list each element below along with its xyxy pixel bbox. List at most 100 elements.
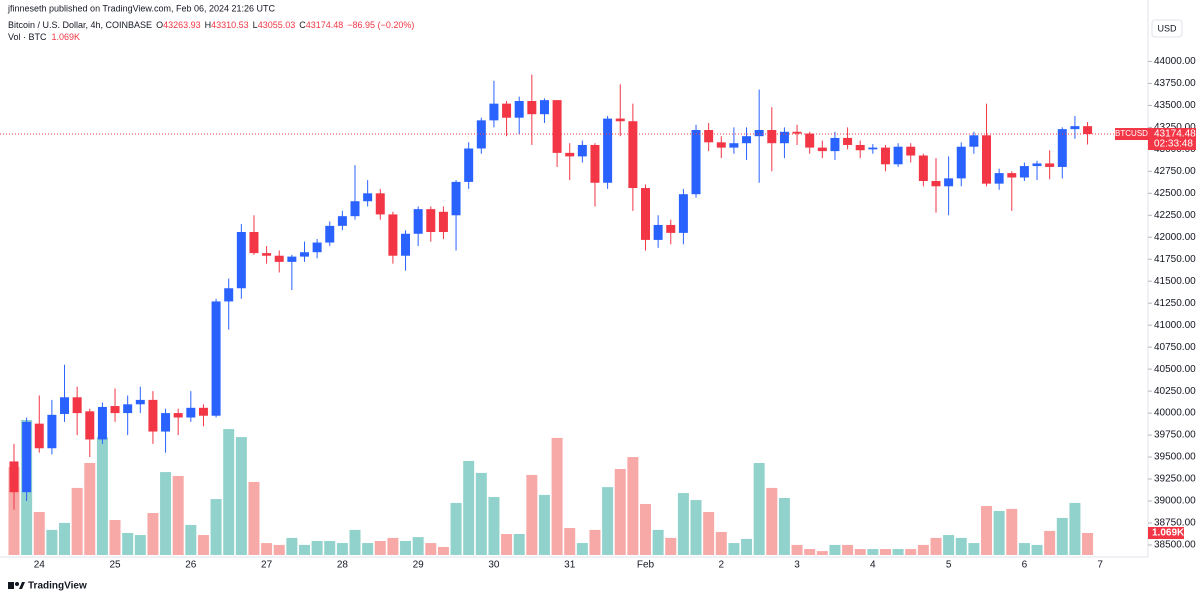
y-tick-label: 38500.00 xyxy=(1154,540,1196,551)
candle-body xyxy=(1007,173,1017,178)
y-tick-label: 41500.00 xyxy=(1154,276,1196,287)
volume-bar xyxy=(1082,533,1094,555)
volume-bar xyxy=(905,549,917,555)
y-tick-label: 43250.00 xyxy=(1154,122,1196,133)
volume-bar xyxy=(665,537,677,555)
candle-body xyxy=(438,211,448,232)
volume-bar xyxy=(627,457,639,555)
low-prefix: L xyxy=(253,20,258,30)
candle-body xyxy=(603,118,613,183)
candle-body xyxy=(577,144,587,157)
y-tick-label: 40750.00 xyxy=(1154,342,1196,353)
y-tick-label: 40000.00 xyxy=(1154,408,1196,419)
y-tick-label: 38750.00 xyxy=(1154,518,1196,529)
volume-bar xyxy=(33,511,45,555)
candle-body xyxy=(350,201,360,217)
volume-bar xyxy=(1069,502,1081,555)
candle-body xyxy=(830,137,840,152)
y-tick-label: 41750.00 xyxy=(1154,254,1196,265)
candle-body xyxy=(148,399,158,432)
y-tick-label: 42250.00 xyxy=(1154,210,1196,221)
author-line: jfinneseth published on TradingView.com,… xyxy=(7,3,276,13)
volume-bar xyxy=(652,529,664,555)
candles xyxy=(9,74,1093,510)
candle-body xyxy=(249,231,259,254)
y-tick-label: 43500.00 xyxy=(1154,100,1196,111)
volume-value: 1.069K xyxy=(52,32,81,42)
volume-bar xyxy=(1056,517,1068,555)
candle-body xyxy=(1019,166,1029,178)
volume-bar xyxy=(374,541,386,555)
x-tick-label: 30 xyxy=(488,560,500,571)
brand: TradingView xyxy=(28,581,87,592)
currency[interactable]: USD xyxy=(1157,23,1177,33)
candle-body xyxy=(388,214,398,256)
volume-bar xyxy=(879,549,891,555)
volume-bar xyxy=(842,544,854,555)
volume-bar xyxy=(804,549,816,555)
y-tick-label: 42500.00 xyxy=(1154,188,1196,199)
candle-body xyxy=(742,136,752,144)
volume-bar xyxy=(362,543,374,555)
volume-bar xyxy=(930,537,942,555)
candle-body xyxy=(287,256,297,262)
volume-bar xyxy=(400,541,412,555)
close-value: 43174.48 xyxy=(306,20,344,30)
volume-bar xyxy=(261,543,273,555)
y-tick-label: 44000.00 xyxy=(1154,56,1196,67)
brand-logo xyxy=(8,582,25,589)
legend-ohlc: Bitcoin / U.S. Dollar, 4h, COINBASE O4326… xyxy=(8,20,414,30)
candle-body xyxy=(337,216,347,226)
volume-bar xyxy=(235,437,247,555)
volume-bar xyxy=(147,513,159,555)
volume-bar xyxy=(690,500,702,555)
candle-body xyxy=(236,231,246,289)
candle-body xyxy=(299,252,309,257)
volume-bar xyxy=(437,546,449,555)
candle-body xyxy=(85,411,95,440)
candle-body xyxy=(312,242,322,253)
candle-body xyxy=(716,142,726,148)
currency-box[interactable] xyxy=(1151,19,1183,38)
low-value: 43055.03 xyxy=(258,20,296,30)
volume-bar xyxy=(185,524,197,555)
volume-bar xyxy=(829,544,841,555)
volume-bar xyxy=(286,537,298,555)
y-tick-label: 39750.00 xyxy=(1154,430,1196,441)
y-tick-label: 39000.00 xyxy=(1154,496,1196,507)
volume-bar xyxy=(943,535,955,555)
volume-bar xyxy=(917,544,929,555)
volume-bar xyxy=(715,531,727,555)
x-tick-label: 31 xyxy=(564,560,576,571)
candle-body xyxy=(173,413,183,418)
volume-bar xyxy=(728,543,740,555)
volume-bar xyxy=(450,502,462,555)
volume-bar xyxy=(387,537,399,555)
high-prefix: H xyxy=(205,20,212,30)
candle-body xyxy=(451,181,461,216)
candle-body xyxy=(198,407,208,416)
candle-body xyxy=(476,120,486,149)
legend-volume: Vol · BTC 1.069K xyxy=(8,32,80,42)
volume-bar xyxy=(210,499,222,555)
volume-name: Vol · BTC xyxy=(8,32,47,42)
candle-body xyxy=(817,147,827,152)
candle-body xyxy=(135,399,145,405)
candle-body xyxy=(464,148,474,182)
candle-body xyxy=(666,224,676,233)
candle-body xyxy=(426,209,436,232)
volume-bar xyxy=(122,532,134,555)
y-tick-label: 42750.00 xyxy=(1154,166,1196,177)
volume-bar xyxy=(677,493,689,555)
candle-body xyxy=(792,131,802,134)
volume-bar xyxy=(892,549,904,555)
candle-body xyxy=(274,255,284,262)
candle-body xyxy=(653,224,663,240)
volume-bar xyxy=(816,551,828,555)
last-price-box xyxy=(1148,128,1196,151)
volume-bar xyxy=(1031,544,1043,555)
candle-body xyxy=(1045,163,1055,167)
volume-bar xyxy=(778,497,790,555)
candle-body xyxy=(982,135,992,184)
